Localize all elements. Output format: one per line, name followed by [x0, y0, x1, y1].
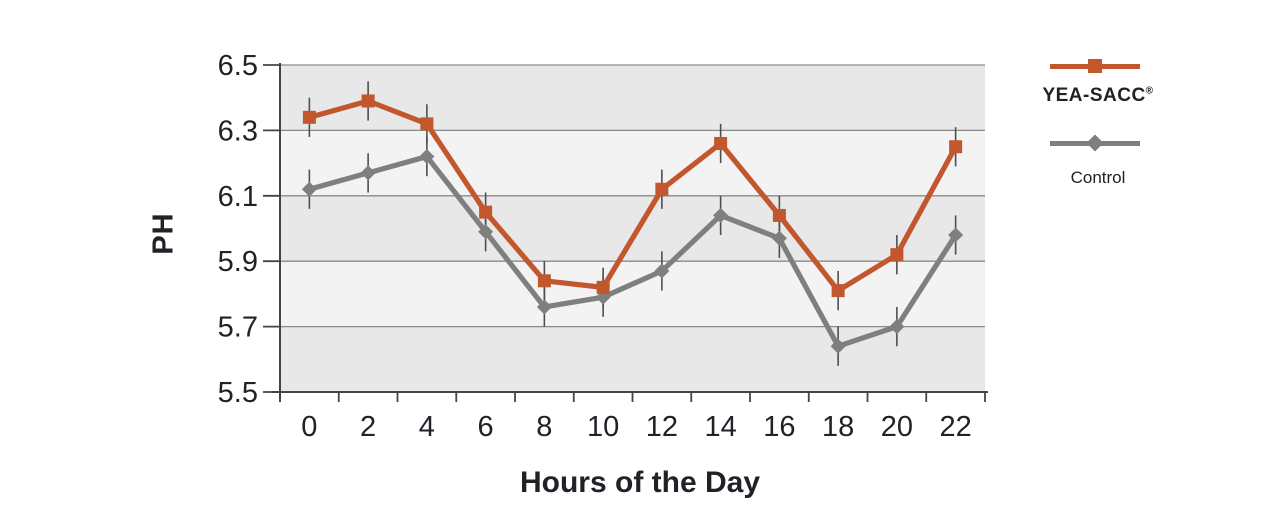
- data-point-diamond-marker: [771, 230, 787, 246]
- y-tick-label: 5.5: [218, 377, 258, 409]
- data-point-diamond-marker: [419, 149, 435, 165]
- legend-label-yea-sacc: YEA-SACC®: [1020, 85, 1176, 107]
- data-point-square-marker: [655, 182, 669, 196]
- data-point-square-marker: [537, 274, 551, 288]
- x-tick-label: 12: [646, 411, 678, 443]
- data-point-diamond-marker: [713, 207, 729, 223]
- data-point-square-marker: [596, 280, 610, 294]
- y-tick-label: 5.7: [218, 312, 258, 344]
- data-point-square-marker: [714, 136, 728, 150]
- data-point-square-marker: [302, 110, 316, 124]
- x-axis-title: Hours of the Day: [519, 466, 761, 499]
- x-tick-label: 22: [939, 411, 971, 443]
- data-point-square-marker: [420, 117, 434, 131]
- data-point-diamond-marker: [889, 319, 905, 335]
- data-point-diamond-marker: [478, 224, 494, 240]
- x-tick-label: 0: [301, 411, 317, 443]
- data-point-diamond-marker: [301, 181, 317, 197]
- data-point-diamond-marker: [360, 165, 376, 181]
- x-tick-label: 16: [763, 411, 795, 443]
- x-tick-label: 20: [881, 411, 913, 443]
- x-tick-label: 18: [822, 411, 854, 443]
- legend-label-yea-sacc-text: YEA-SACC: [1042, 85, 1146, 106]
- y-tick-label: 6.1: [218, 181, 258, 213]
- y-tick-label: 6.3: [218, 115, 258, 147]
- data-point-square-marker: [772, 208, 786, 222]
- x-tick-label: 14: [704, 411, 736, 443]
- x-tick-label: 4: [419, 411, 435, 443]
- y-axis-title: PH: [147, 212, 180, 255]
- series-line-yea-sacc: [306, 98, 959, 294]
- plot-band: [280, 326, 985, 392]
- plot-band: [280, 65, 985, 131]
- data-point-square-marker: [949, 140, 963, 154]
- plot-band: [280, 261, 985, 327]
- legend-square-marker-icon: [1088, 59, 1102, 73]
- legend-label-control: Control: [1070, 168, 1126, 187]
- data-point-square-marker: [890, 248, 904, 262]
- y-tick-label: 6.5: [218, 50, 258, 82]
- data-point-square-marker: [479, 205, 493, 219]
- data-point-square-marker: [831, 284, 845, 298]
- data-point-diamond-marker: [830, 338, 846, 354]
- registered-trademark-symbol: ®: [1145, 85, 1154, 97]
- plot-band: [280, 130, 985, 196]
- data-point-square-marker: [361, 94, 375, 108]
- series-line-control: [306, 153, 959, 349]
- plot-band: [280, 195, 985, 262]
- data-point-diamond-marker: [654, 263, 670, 279]
- x-tick-label: 8: [536, 411, 552, 443]
- data-point-diamond-marker: [536, 299, 552, 315]
- x-tick-label: 10: [587, 411, 619, 443]
- x-tick-label: 6: [478, 411, 494, 443]
- data-point-diamond-marker: [948, 227, 964, 243]
- x-tick-label: 2: [360, 411, 376, 443]
- y-tick-label: 5.9: [218, 246, 258, 278]
